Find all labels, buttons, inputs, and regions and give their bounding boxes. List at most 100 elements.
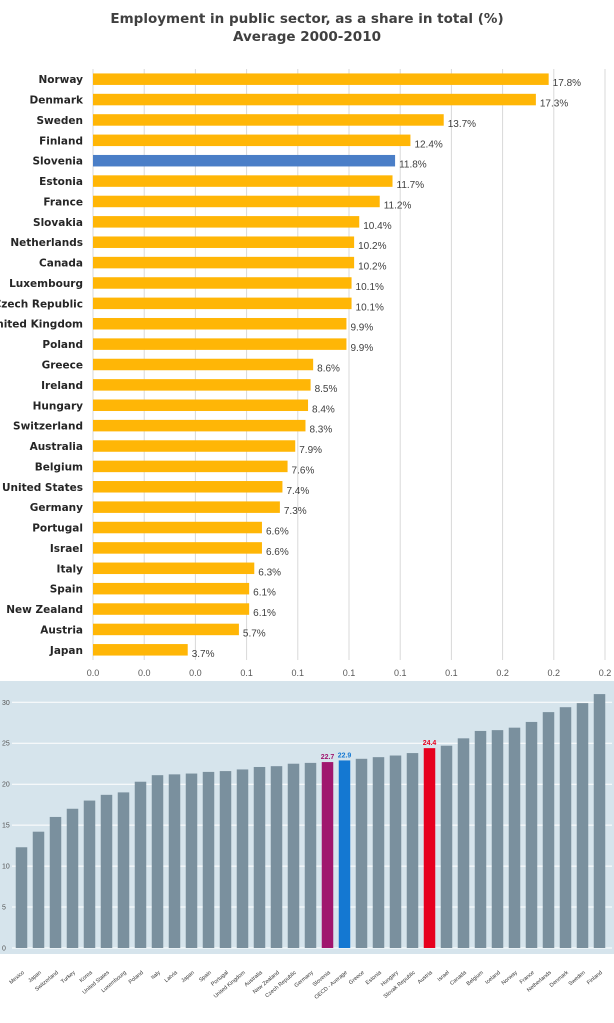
category-label-sweden: Sweden — [37, 115, 84, 127]
data-label-luxembourg: 10.1% — [356, 282, 384, 293]
x-tick-label: 0.1 — [240, 668, 253, 678]
data-label-united-kingdom: 9.9% — [350, 323, 373, 334]
data-label-italy: 6.3% — [258, 567, 281, 578]
bar-hungary-22 — [389, 755, 402, 948]
x-tick-label: 0.1 — [292, 668, 305, 678]
data-label-ireland: 8.5% — [315, 384, 338, 395]
bar-greece — [93, 358, 314, 371]
bar-italy-8 — [151, 775, 164, 948]
category-label-new-zealand: New Zealand — [6, 604, 83, 616]
category-label-spain: Spain — [50, 584, 83, 596]
y-tick-label: 15 — [2, 823, 10, 830]
data-label-germany: 7.3% — [284, 506, 307, 517]
x-tick-label: 0.0 — [87, 668, 100, 678]
data-label-united-states: 7.4% — [286, 486, 309, 497]
y-tick-label: 25 — [2, 741, 10, 748]
bar-czech-republic — [93, 297, 352, 310]
data-label-austria: 24.4 — [423, 740, 437, 747]
category-label-luxembourg: Luxembourg — [9, 278, 83, 290]
bar-spain-11 — [202, 771, 215, 948]
category-label-denmark: Denmark — [30, 95, 85, 107]
bar-denmark-32 — [559, 707, 572, 948]
data-label-slovenia: 11.8% — [399, 160, 427, 171]
category-label-canada: Canada — [39, 258, 83, 270]
x-tick-label: 0.1 — [394, 668, 407, 678]
y-tick-label: 20 — [2, 782, 10, 789]
data-label-australia: 7.9% — [299, 445, 322, 456]
category-label-japan: Japan — [49, 645, 83, 657]
bar-estonia — [93, 175, 393, 187]
category-label-finland: Finland — [39, 135, 83, 147]
bar-luxembourg-6 — [117, 792, 130, 948]
category-label-estonia: Estonia — [39, 176, 83, 188]
bar-japan-10 — [185, 773, 198, 948]
category-label-australia: Australia — [30, 441, 83, 453]
bar-poland — [93, 338, 347, 350]
bar-hungary — [93, 399, 309, 412]
bar-switzerland — [93, 419, 306, 432]
bar-france — [93, 195, 380, 208]
bar-canada — [93, 256, 355, 269]
bar-luxembourg — [93, 277, 352, 289]
bar-estonia-21 — [372, 757, 385, 948]
bar-switzerland-2 — [49, 816, 62, 948]
bar-sweden — [93, 114, 444, 126]
bar-poland-7 — [134, 781, 147, 948]
category-label-greece: Greece — [42, 360, 83, 372]
bar-new-zealand — [93, 603, 250, 615]
data-label-norway: 17.8% — [553, 78, 581, 89]
bar-united-kingdom — [93, 317, 347, 330]
bar-oecd-average-19 — [338, 760, 351, 948]
bar-netherlands-31 — [542, 712, 555, 948]
category-label-germany: Germany — [30, 502, 83, 514]
bar-canada-26 — [457, 738, 470, 948]
bar-spain — [93, 582, 250, 595]
bar-belgium-27 — [474, 730, 487, 948]
category-label-italy: Italy — [57, 563, 84, 575]
category-label-norway: Norway — [39, 74, 84, 86]
data-label-hungary: 8.4% — [312, 404, 335, 415]
data-label-japan: 3.7% — [192, 649, 215, 660]
bar-germany — [93, 501, 280, 513]
data-label-austria: 5.7% — [243, 628, 266, 639]
bar-australia-14 — [253, 766, 266, 948]
bar-united-states — [93, 481, 283, 493]
x-tick-label: 0.2 — [548, 668, 561, 678]
chart-title: Employment in public sector, as a share … — [0, 10, 614, 46]
data-label-poland: 9.9% — [350, 343, 373, 354]
category-label-hungary: Hungary — [33, 400, 84, 412]
bar-slovakia — [93, 216, 360, 228]
data-label-france: 11.2% — [384, 200, 412, 211]
x-tick-label: 0.2 — [599, 668, 612, 678]
chart-title-line: Employment in public sector, as a share … — [110, 11, 504, 27]
bar-netherlands — [93, 236, 355, 248]
bar-israel-25 — [440, 745, 453, 948]
public-sector-share-bar-chart: 0.0 0.0 0.0 0.1 0.1 0.1 0.1 0.1 0.2 0.2 0.2 Norway 1… — [0, 69, 612, 678]
x-tick-label: 0.0 — [138, 668, 151, 678]
bar-ireland — [93, 379, 311, 391]
bar-japan — [93, 644, 188, 656]
bar-italy — [93, 562, 255, 575]
bar-portugal-12 — [219, 771, 232, 948]
category-label-united-states: United States — [2, 482, 83, 494]
x-tick-label: 0.2 — [496, 668, 509, 678]
chart-subtitle: Average 2000-2010 — [233, 29, 381, 45]
data-label-spain: 6.1% — [253, 588, 276, 599]
category-label-czech-republic: Czech Republic — [0, 298, 83, 310]
y-tick-label: 10 — [2, 864, 10, 871]
bar-finland — [93, 134, 411, 147]
bar-japan-1 — [32, 831, 45, 948]
bar-austria-24 — [423, 748, 436, 948]
bar-denmark — [93, 93, 536, 106]
category-label-united-kingdom: United Kingdom — [0, 319, 83, 331]
category-label-france: France — [43, 196, 83, 208]
bar-korea-4 — [83, 800, 96, 948]
bar-czech-republic-16 — [287, 763, 300, 948]
data-label-finland: 12.4% — [414, 139, 442, 150]
data-label-switzerland: 8.3% — [309, 425, 332, 436]
bar-iceland-28 — [491, 730, 504, 948]
category-label-ireland: Ireland — [41, 380, 83, 392]
category-label-israel: Israel — [50, 543, 83, 555]
x-tick-label: 0.0 — [189, 668, 202, 678]
data-label-portugal: 6.6% — [266, 527, 289, 538]
